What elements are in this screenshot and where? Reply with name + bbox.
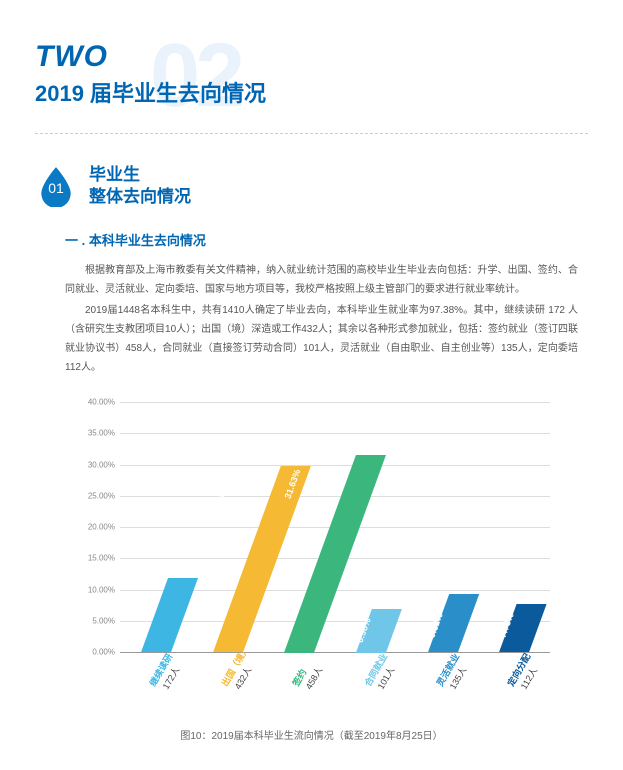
page-title: 2019 届毕业生去向情况	[35, 76, 588, 108]
bar-chart: 0.00% 5.00% 10.00% 15.00% 20.00% 25.00% 30.00%…	[80, 402, 560, 702]
bar-group: 31.63%	[274, 455, 324, 653]
paragraph-2: 2019届1448名本科生中，共有1410人确定了毕业去向，本科毕业生就业率为9…	[65, 301, 578, 377]
y-tick: 40.00%	[88, 398, 115, 407]
body-text: 根据教育部及上海市教委有关文件精神，纳入就业统计范围的高校毕业生毕业去向包括：升…	[65, 261, 578, 377]
bar-group: 29.83%	[203, 466, 253, 652]
bar-group: 7.73%	[489, 604, 539, 652]
section-title-line1: 毕业生	[89, 164, 191, 186]
sub-heading: 一 . 本科毕业生去向情况	[65, 230, 588, 249]
bar-group: 11.88%	[131, 578, 181, 652]
section-title-line2: 整体去向情况	[89, 186, 191, 208]
bar-value-label: 29.83%	[211, 479, 231, 511]
drop-badge: 01	[35, 165, 77, 207]
bar-group: 6.98%	[346, 609, 396, 653]
y-tick: 5.00%	[92, 616, 115, 625]
bar-value-label: 31.63%	[283, 467, 303, 499]
grid-line	[120, 652, 550, 653]
y-tick: 20.00%	[88, 523, 115, 532]
x-axis-labels: 继续读研172人出国（境）432人签约458人合同就业101人灵活就业135人定…	[120, 657, 550, 707]
section-heading: 01 毕业生 整体去向情况	[35, 164, 588, 208]
paragraph-1: 根据教育部及上海市教委有关文件精神，纳入就业统计范围的高校毕业生毕业去向包括：升…	[65, 261, 578, 299]
y-tick: 35.00%	[88, 429, 115, 438]
bar-group: 9.32%	[418, 594, 468, 652]
page-header: TWO 2019 届毕业生去向情况	[35, 40, 588, 108]
y-tick: 15.00%	[88, 554, 115, 563]
badge-number: 01	[48, 180, 64, 196]
category-count: 458人	[302, 664, 325, 691]
y-tick: 10.00%	[88, 585, 115, 594]
chart-caption: 图10：2019届本科毕业生流向情况（截至2019年8月25日）	[35, 727, 588, 742]
y-tick: 30.00%	[88, 460, 115, 469]
y-tick: 25.00%	[88, 491, 115, 500]
section-number-label: TWO	[35, 40, 588, 74]
divider	[35, 133, 588, 134]
y-tick: 0.00%	[92, 648, 115, 657]
y-axis: 0.00%5.00%10.00%15.00%20.00%25.00%30.00%…	[80, 402, 120, 652]
chart-bars: 11.88% 29.83% 31.63% 6.98% 9.32% 7.73%	[120, 402, 550, 652]
